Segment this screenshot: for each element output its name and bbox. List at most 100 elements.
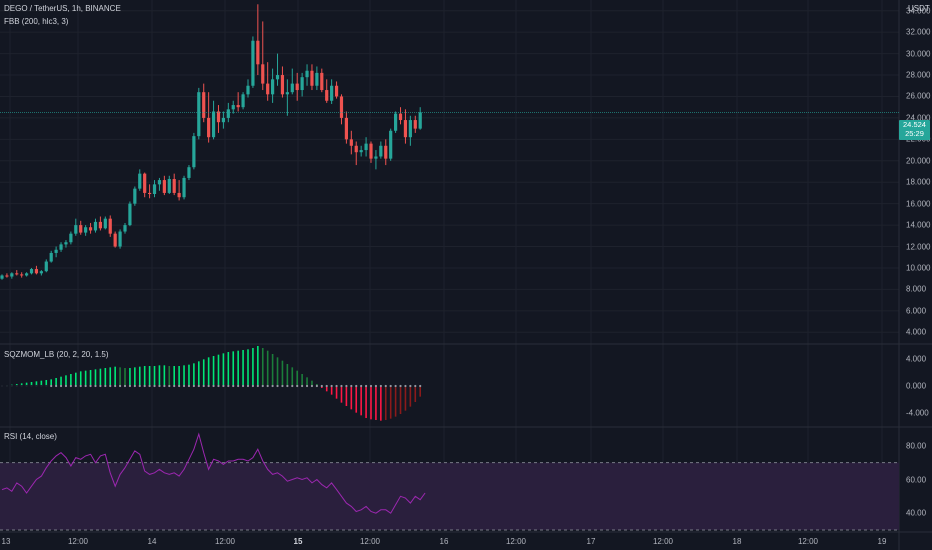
candle-body	[39, 271, 43, 274]
time-tick-label: 19	[877, 537, 887, 546]
squeeze-dot	[74, 384, 77, 388]
squeeze-dot	[89, 384, 92, 388]
symbol-title: DEGO / TetherUS, 1h, BINANCE	[4, 4, 121, 13]
candle-body	[236, 105, 240, 108]
candle-body	[98, 221, 102, 229]
candle-body	[295, 83, 299, 91]
candle-body	[389, 130, 393, 159]
last-price-badge: 24.524 25:29	[899, 120, 930, 140]
time-tick-label: 12:00	[797, 537, 819, 546]
candle-body	[359, 150, 363, 153]
candle-body	[49, 252, 53, 262]
squeeze-dot	[276, 384, 279, 388]
squeeze-dot	[109, 384, 112, 388]
candle-body	[167, 179, 171, 193]
squeeze-dot	[217, 384, 220, 388]
squeeze-dot	[232, 384, 235, 388]
squeeze-dot	[114, 384, 117, 388]
candle-body	[246, 85, 250, 95]
candle-body	[143, 173, 147, 193]
candle-body	[187, 167, 191, 178]
candle-body	[20, 274, 24, 276]
candle-body	[300, 77, 304, 91]
candle-body	[334, 85, 339, 97]
candle-body	[157, 180, 162, 185]
indicator-rsi-label: RSI (14, close)	[4, 432, 57, 441]
squeeze-dot	[320, 384, 323, 388]
momentum-tick-label: 0.000	[906, 381, 927, 391]
squeeze-dot	[296, 384, 299, 388]
candle-body	[408, 120, 412, 138]
candle-body	[280, 75, 285, 95]
squeeze-dot	[374, 384, 378, 388]
squeeze-dot	[143, 384, 146, 388]
candle-body	[192, 136, 196, 168]
candle-body	[315, 72, 319, 86]
candle-body	[310, 70, 314, 86]
time-tick-label: 15	[293, 537, 303, 546]
candle-body	[133, 188, 137, 204]
candle-body	[54, 249, 58, 253]
squeeze-dot	[271, 384, 274, 388]
candle-body	[266, 83, 270, 95]
rsi-line	[1, 432, 426, 514]
candle-body	[344, 117, 348, 140]
candle-body	[148, 192, 152, 195]
squeeze-dot	[15, 384, 18, 388]
squeeze-dot	[138, 384, 141, 388]
time-tick-label: 12:00	[505, 537, 527, 546]
candle-body	[5, 275, 9, 277]
time-tick-label: 12:00	[67, 537, 89, 546]
squeeze-dot	[340, 384, 343, 388]
squeeze-dot	[158, 384, 161, 388]
squeeze-dot	[369, 384, 373, 388]
squeeze-dot	[364, 384, 368, 388]
squeeze-dot	[173, 384, 176, 388]
squeeze-dot	[202, 384, 205, 388]
time-tick-label: 12:00	[214, 537, 236, 546]
candle-body	[354, 145, 358, 153]
time-tick-label: 17	[586, 537, 596, 546]
squeeze-dot	[20, 384, 23, 388]
candle-body	[398, 113, 403, 121]
price-tick-label: 34.000	[906, 6, 931, 16]
price-tick-label: 6.000	[906, 306, 927, 316]
candle-body	[88, 227, 93, 231]
squeeze-dot	[99, 384, 102, 388]
squeeze-dot	[118, 384, 122, 388]
candle-body	[138, 173, 142, 189]
candle-body	[216, 111, 221, 123]
squeeze-dot	[10, 384, 13, 388]
candle-body	[369, 143, 373, 159]
squeeze-dot	[153, 384, 156, 388]
candle-body	[128, 203, 132, 226]
squeeze-dot	[409, 384, 412, 388]
squeeze-dot	[25, 384, 28, 388]
squeeze-dot	[128, 384, 132, 388]
squeeze-dot	[227, 384, 230, 388]
squeeze-dot	[187, 384, 191, 388]
squeeze-dot	[256, 384, 259, 388]
rsi-tick-label: 40.00	[906, 508, 927, 518]
candle-body	[320, 72, 324, 91]
candle-body	[197, 92, 201, 137]
squeeze-dot	[212, 384, 215, 388]
squeeze-dot	[104, 384, 107, 388]
squeeze-dot	[178, 384, 181, 388]
candle-body	[25, 273, 29, 276]
candle-body	[29, 269, 34, 274]
candle-body	[177, 192, 181, 198]
squeeze-dot	[414, 384, 417, 388]
currency-unit-label[interactable]: USDT	[908, 4, 930, 13]
squeeze-dot	[94, 384, 97, 388]
squeeze-dot	[222, 384, 225, 388]
squeeze-dot	[79, 384, 82, 388]
squeeze-dot	[281, 384, 284, 388]
price-tick-label: 4.000	[906, 327, 927, 337]
candle-body	[59, 244, 63, 250]
squeeze-dot	[384, 384, 387, 388]
squeeze-dot	[123, 384, 127, 388]
squeeze-dot	[286, 384, 289, 388]
time-tick-label: 13	[1, 537, 11, 546]
